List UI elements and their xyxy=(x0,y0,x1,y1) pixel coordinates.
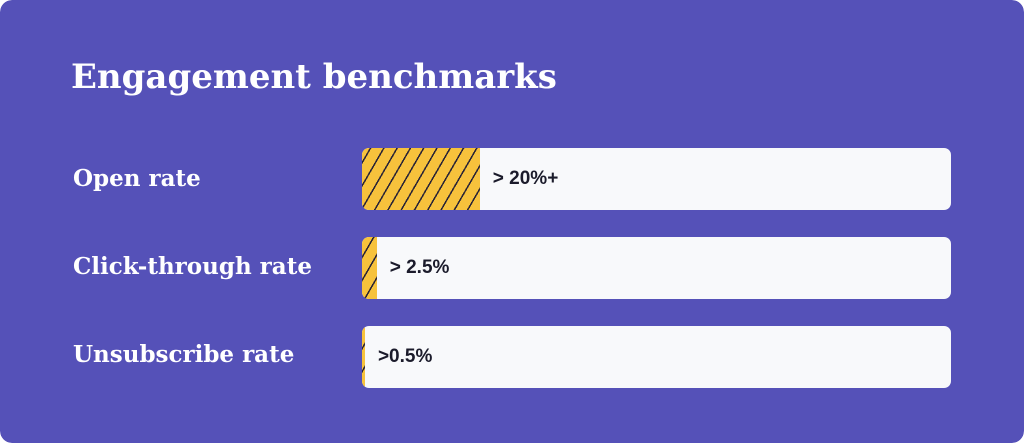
value-label-unsubscribe-rate: >0.5% xyxy=(377,346,433,367)
bar-fill-unsubscribe-rate xyxy=(362,326,365,388)
bar-track-open-rate: > 20%+ xyxy=(362,148,951,210)
bar-track-unsubscribe-rate: >0.5% xyxy=(362,326,951,388)
bar-track-click-through-rate: > 2.5% xyxy=(362,237,951,299)
chart-title: Engagement benchmarks xyxy=(71,57,557,97)
category-label-unsubscribe-rate: Unsubscribe rate xyxy=(73,341,295,368)
category-label-open-rate: Open rate xyxy=(73,165,201,192)
category-label-click-through-rate: Click-through rate xyxy=(73,253,312,280)
value-label-open-rate: > 20%+ xyxy=(492,168,559,189)
bar-fill-click-through-rate xyxy=(362,237,377,299)
value-label-click-through-rate: > 2.5% xyxy=(389,257,450,278)
bar-fill-open-rate xyxy=(362,148,480,210)
